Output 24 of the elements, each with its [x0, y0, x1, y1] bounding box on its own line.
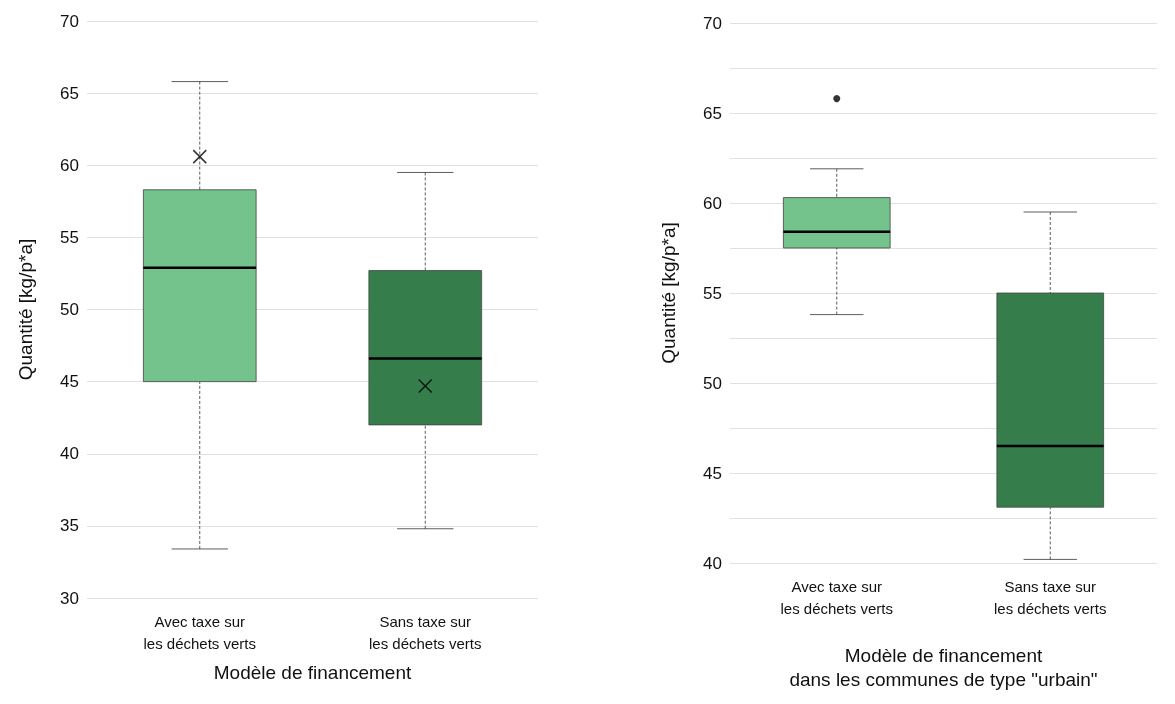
y-tick-label: 45	[703, 463, 722, 483]
y-axis-title: Quantité [kg/p*a]	[15, 238, 36, 381]
x-tick-label: Sans taxe sur les déchets verts	[368, 612, 482, 652]
y-tick-label: 70	[60, 11, 79, 31]
x-tick-label: Avec taxe sur les déchets verts	[780, 577, 894, 617]
y-tick-label: 50	[703, 373, 722, 393]
x-tick-label: Sans taxe sur les déchets verts	[993, 577, 1107, 617]
x-tick-label: Avec taxe sur les déchets verts	[143, 612, 257, 652]
y-tick-label: 60	[60, 155, 79, 175]
y-tick-label: 40	[703, 553, 722, 573]
y-tick-label: 45	[60, 372, 79, 392]
y-tick-label: 60	[703, 193, 722, 213]
y-tick-label: 65	[703, 103, 722, 123]
y-tick-label: 55	[60, 227, 79, 247]
y-tick-label: 40	[60, 444, 79, 464]
y-tick-label: 55	[703, 283, 722, 303]
y-tick-label: 70	[703, 13, 722, 33]
y-tick-label: 30	[60, 588, 79, 608]
y-tick-label: 65	[60, 83, 79, 103]
y-tick-label: 50	[60, 300, 79, 319]
x-axis-title: Modèle de financement dans les communes de type "urbain"	[789, 644, 1098, 690]
x-axis-title: Modèle de financement	[213, 661, 412, 683]
y-tick-label: 35	[60, 516, 79, 536]
y-axis-title: Quantité [kg/p*a]	[658, 222, 679, 364]
